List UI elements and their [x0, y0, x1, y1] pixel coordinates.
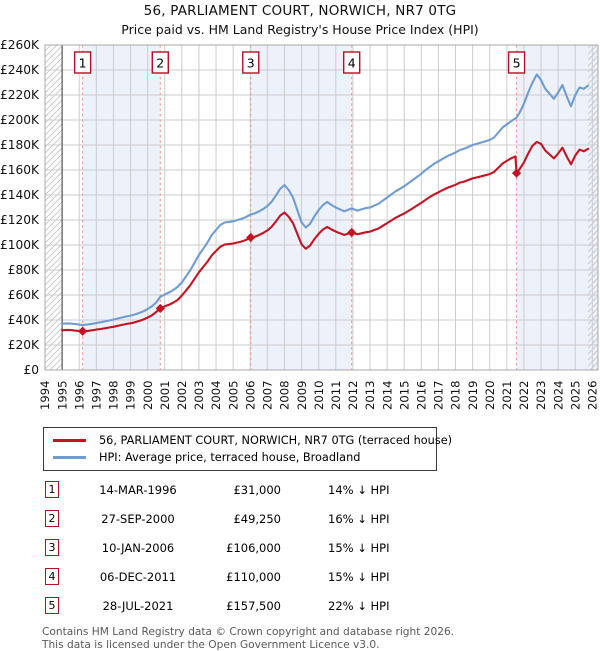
svg-text:£20K: £20K [8, 338, 40, 352]
legend-row-property: 56, PARLIAMENT COURT, NORWICH, NR7 0TG (… [53, 432, 452, 449]
svg-text:2004: 2004 [209, 380, 223, 410]
svg-text:£180K: £180K [0, 138, 40, 152]
page-title: 56, PARLIAMENT COURT, NORWICH, NR7 0TG [143, 3, 457, 19]
svg-text:£100K: £100K [0, 238, 40, 252]
svg-text:£120K: £120K [0, 213, 40, 227]
svg-text:2024: 2024 [551, 380, 565, 410]
sale-price: £110,000 [226, 569, 281, 584]
table-row: 3 10-JAN-2006 £106,000 15% ↓ HPI [45, 533, 600, 562]
sale-number-badge: 2 [45, 510, 59, 527]
table-row: 2 27-SEP-2000 £49,250 16% ↓ HPI [45, 504, 600, 533]
copyright-line-1: Contains HM Land Registry data © Crown c… [42, 626, 455, 638]
svg-text:2012: 2012 [346, 380, 360, 410]
svg-text:2014: 2014 [380, 380, 394, 410]
svg-text:2000: 2000 [141, 380, 155, 410]
table-row: 5 28-JUL-2021 £157,500 22% ↓ HPI [45, 591, 600, 620]
copyright-line-2: This data is licensed under the Open Gov… [42, 638, 380, 651]
legend-property-label: 56, PARLIAMENT COURT, NORWICH, NR7 0TG (… [99, 434, 453, 447]
svg-text:2005: 2005 [226, 380, 240, 410]
svg-text:2: 2 [156, 56, 164, 71]
svg-text:£220K: £220K [0, 88, 40, 102]
svg-text:2018: 2018 [449, 380, 463, 410]
sale-vs-hpi: 22% ↓ HPI [328, 598, 390, 613]
svg-text:1994: 1994 [38, 380, 52, 410]
svg-text:2016: 2016 [415, 380, 429, 410]
sale-price: £106,000 [226, 540, 281, 555]
sale-number-badge: 4 [45, 568, 59, 585]
svg-text:2006: 2006 [243, 380, 257, 410]
sale-price: £49,250 [233, 511, 281, 526]
svg-text:2022: 2022 [517, 380, 531, 410]
hpi-line-swatch [53, 456, 86, 459]
page-subtitle: Price paid vs. HM Land Registry's House … [121, 22, 479, 37]
svg-text:2003: 2003 [192, 380, 206, 410]
sale-date: 10-JAN-2006 [101, 540, 175, 555]
sale-vs-hpi: 15% ↓ HPI [328, 569, 390, 584]
sale-vs-hpi: 15% ↓ HPI [328, 540, 390, 555]
svg-text:£0: £0 [23, 363, 39, 377]
sale-vs-hpi: 14% ↓ HPI [328, 482, 390, 497]
property-line-swatch [53, 439, 86, 442]
table-row: 4 06-DEC-2011 £110,000 15% ↓ HPI [45, 562, 600, 591]
svg-text:2021: 2021 [500, 380, 514, 410]
svg-text:£60K: £60K [8, 288, 40, 302]
legend: 56, PARLIAMENT COURT, NORWICH, NR7 0TG (… [43, 427, 452, 471]
svg-text:2002: 2002 [175, 380, 189, 410]
svg-text:£240K: £240K [0, 63, 40, 77]
sale-price: £157,500 [226, 598, 281, 613]
svg-text:1995: 1995 [55, 380, 69, 410]
svg-text:1997: 1997 [90, 380, 104, 410]
svg-text:£200K: £200K [0, 113, 40, 127]
table-row: 1 14-MAR-1996 £31,000 14% ↓ HPI [45, 475, 600, 504]
svg-text:2010: 2010 [312, 380, 326, 410]
svg-text:4: 4 [348, 56, 356, 71]
svg-text:5: 5 [513, 56, 521, 71]
svg-text:2025: 2025 [568, 380, 582, 410]
svg-text:2015: 2015 [397, 380, 411, 410]
svg-text:£160K: £160K [0, 163, 40, 177]
svg-text:2023: 2023 [534, 380, 548, 410]
svg-text:1: 1 [79, 56, 87, 71]
svg-text:2009: 2009 [295, 380, 309, 410]
svg-text:2020: 2020 [483, 380, 497, 410]
svg-text:1996: 1996 [72, 380, 86, 410]
svg-text:3: 3 [247, 56, 255, 71]
sale-price: £31,000 [233, 482, 281, 497]
sale-date: 28-JUL-2021 [102, 598, 174, 613]
price-history-chart: 1 2 3 4 5 £0 £20K £40K £60K £80K £100K £120K £140K £1… [0, 38, 600, 410]
svg-text:£40K: £40K [8, 313, 40, 327]
svg-text:1998: 1998 [107, 380, 121, 410]
copyright-note: Contains HM Land Registry data © Crown c… [42, 626, 600, 651]
svg-text:£80K: £80K [8, 263, 40, 277]
svg-text:£260K: £260K [0, 38, 40, 52]
svg-text:£140K: £140K [0, 188, 40, 202]
sale-vs-hpi: 16% ↓ HPI [328, 511, 390, 526]
svg-text:2013: 2013 [363, 380, 377, 410]
svg-text:2019: 2019 [466, 380, 480, 410]
svg-text:2017: 2017 [432, 380, 446, 410]
svg-text:1999: 1999 [124, 380, 138, 410]
legend-row-hpi: HPI: Average price, terraced house, Broa… [53, 449, 430, 466]
sale-number-badge: 3 [45, 539, 59, 556]
sales-table: 1 14-MAR-1996 £31,000 14% ↓ HPI 2 27-SEP-2000… [45, 475, 600, 620]
legend-hpi-label: HPI: Average price, terraced house, Broa… [99, 451, 361, 464]
svg-text:2011: 2011 [329, 380, 343, 410]
sale-date: 06-DEC-2011 [99, 569, 177, 584]
sale-number-badge: 5 [45, 597, 59, 614]
svg-text:2026: 2026 [586, 380, 600, 410]
sale-date: 14-MAR-1996 [99, 482, 177, 497]
svg-text:2007: 2007 [261, 380, 275, 410]
sale-date: 27-SEP-2000 [101, 511, 175, 526]
svg-text:2008: 2008 [278, 380, 292, 410]
sale-number-badge: 1 [45, 481, 59, 498]
svg-text:2001: 2001 [158, 380, 172, 410]
